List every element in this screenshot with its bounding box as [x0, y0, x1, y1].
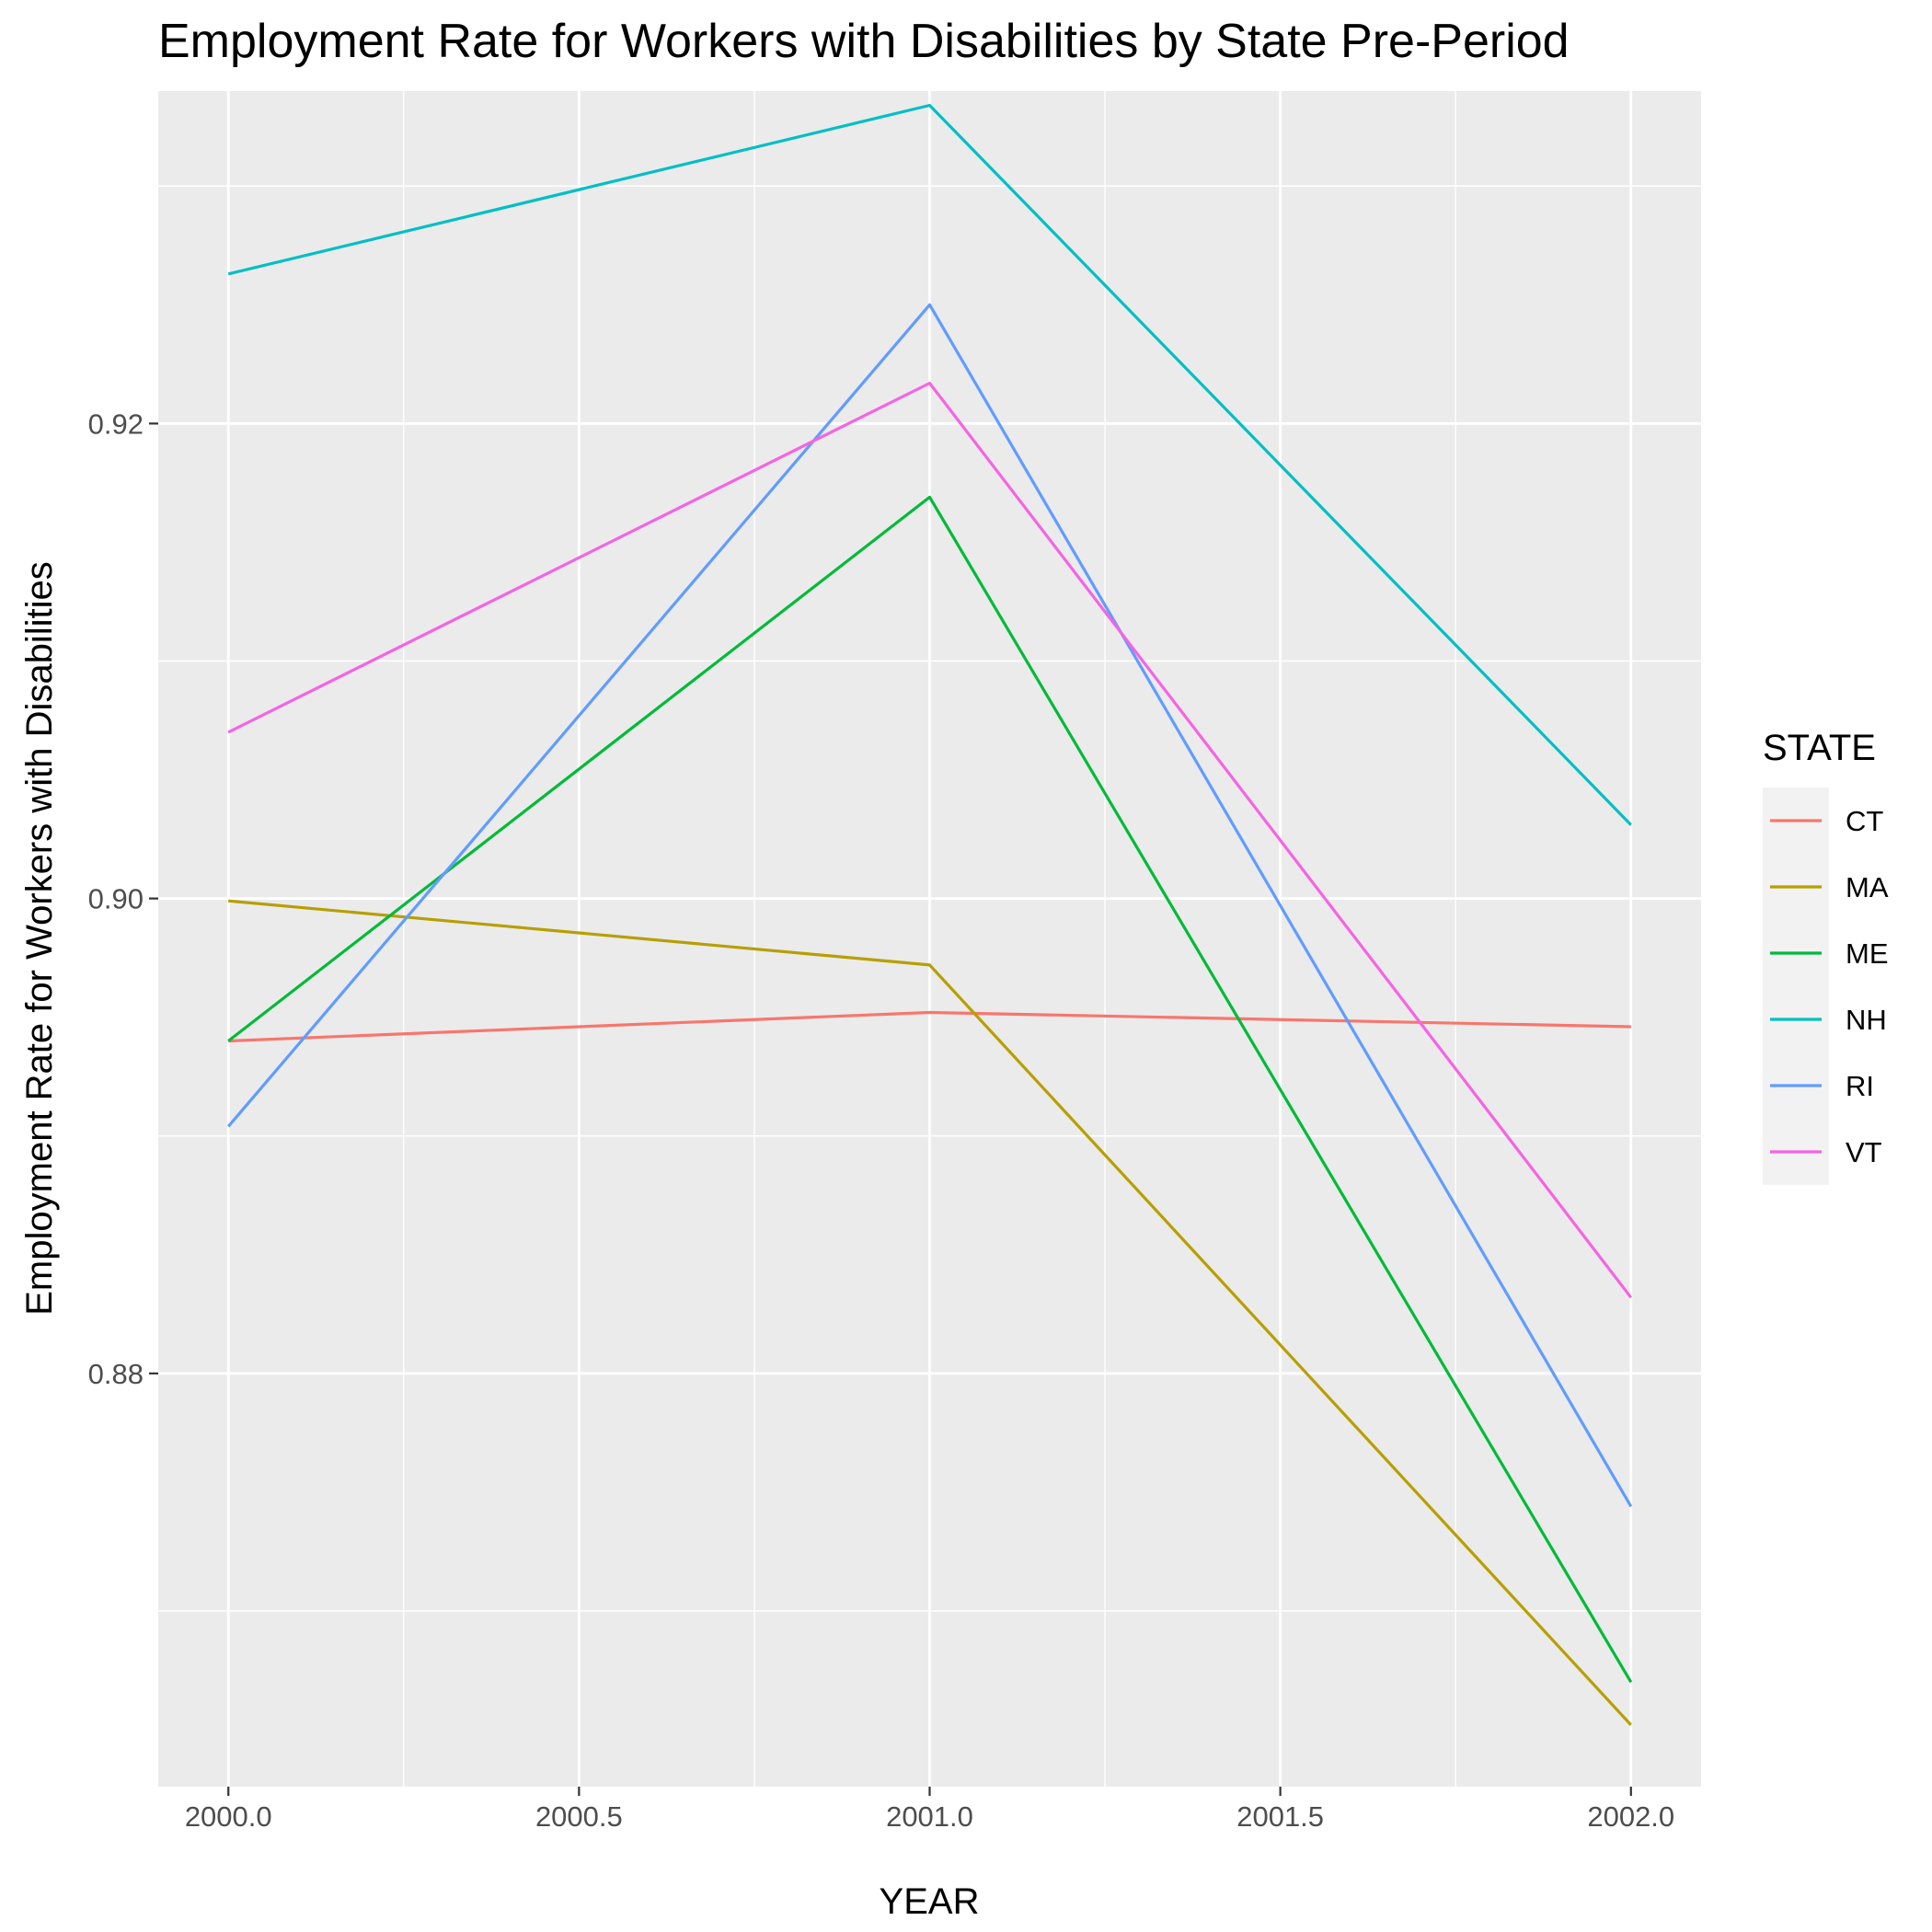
- series-line-me: [227, 495, 1633, 1684]
- y-axis-title: Employment Rate for Workers with Disabil…: [19, 561, 60, 1316]
- y-tick-label: 0.92: [88, 408, 144, 440]
- x-tick-label: 2001.0: [886, 1800, 973, 1833]
- legend-label-ma: MA: [1846, 871, 1889, 903]
- x-axis: 2000.0 2000.5 2001.0 2001.5 2002.0: [185, 1787, 1674, 1833]
- legend-title: STATE: [1763, 728, 1876, 768]
- x-tick-label: 2002.0: [1587, 1800, 1674, 1833]
- series-line-vt: [227, 381, 1633, 1299]
- legend-label-nh: NH: [1846, 1004, 1887, 1036]
- legend-label-ri: RI: [1846, 1070, 1874, 1102]
- legend-key-background: [1763, 788, 1829, 1185]
- legend: STATE CT MA ME NH RI VT: [1763, 728, 1889, 1185]
- x-tick-label: 2000.0: [185, 1800, 272, 1833]
- major-gridlines: [158, 91, 1701, 1787]
- series-lines: [226, 103, 1633, 1726]
- series-line-ma: [228, 899, 1632, 1726]
- series-line-ct: [228, 1010, 1631, 1043]
- chart-title: Employment Rate for Workers with Disabil…: [158, 15, 1570, 68]
- series-line-ri: [226, 303, 1633, 1508]
- y-axis: 0.88 0.90 0.92: [88, 408, 158, 1390]
- x-tick-label: 2000.5: [535, 1800, 623, 1833]
- legend-label-vt: VT: [1846, 1136, 1882, 1168]
- x-axis-title: YEAR: [880, 1881, 980, 1922]
- series-line-nh: [227, 103, 1632, 826]
- y-tick-label: 0.90: [88, 883, 144, 915]
- y-tick-label: 0.88: [88, 1358, 144, 1390]
- legend-label-ct: CT: [1846, 805, 1883, 837]
- legend-label-me: ME: [1846, 937, 1889, 970]
- x-tick-label: 2001.5: [1236, 1800, 1324, 1833]
- legend-items: CT MA ME NH RI VT: [1770, 805, 1889, 1168]
